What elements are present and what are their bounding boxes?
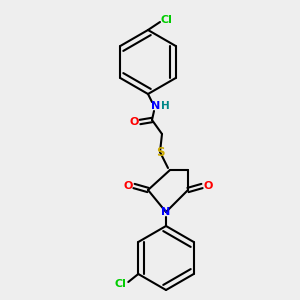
Text: Cl: Cl (114, 279, 126, 289)
Text: O: O (129, 117, 139, 127)
Text: Cl: Cl (160, 15, 172, 25)
Text: N: N (161, 207, 171, 217)
Text: O: O (203, 181, 213, 191)
Text: N: N (152, 101, 160, 111)
Text: H: H (160, 101, 169, 111)
Text: S: S (156, 146, 164, 158)
Text: O: O (123, 181, 133, 191)
